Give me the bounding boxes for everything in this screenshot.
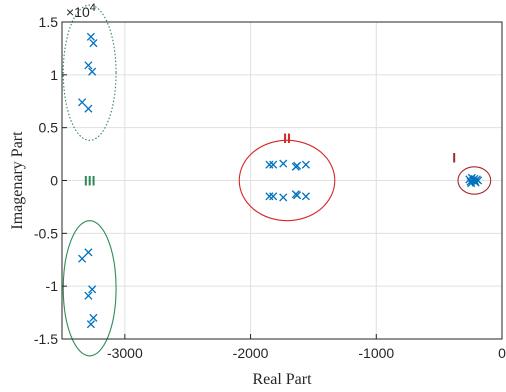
pole-marker (269, 192, 278, 201)
cluster-ellipse (238, 139, 336, 222)
y-axis-label: Imagenary Part (9, 131, 26, 230)
pole-marker-stroke (301, 192, 310, 201)
pole-marker (269, 160, 278, 169)
y-tick-label: 0.5 (39, 120, 59, 136)
region-layer (62, 4, 492, 357)
pole-marker (279, 159, 288, 168)
pole-marker (89, 313, 98, 322)
pole-marker (84, 291, 93, 300)
pole-marker (301, 160, 310, 169)
pole-marker-stroke (269, 160, 278, 169)
pole-marker (86, 32, 95, 41)
pole-marker-stroke (265, 160, 274, 169)
pole-marker (84, 61, 93, 70)
pole-marker-stroke (465, 175, 474, 184)
tick-layer: -3000 -2000 -1000 0 -1.5 -1 -0.5 0 0.5 1 1.5 (34, 14, 506, 361)
pole-marker (88, 285, 97, 294)
pole-marker (88, 67, 97, 76)
pole-marker (84, 248, 93, 257)
x-tick-label: -2000 (233, 345, 269, 361)
y-tick-label: 0 (50, 173, 58, 189)
pole-marker-stroke (86, 32, 95, 41)
pole-marker-stroke (84, 61, 93, 70)
y-tick-label: 1 (50, 67, 58, 83)
pole-marker (470, 176, 480, 186)
pole-marker (293, 161, 302, 170)
pole-marker-stroke (89, 39, 98, 48)
pole-marker (84, 104, 93, 113)
y-exponent-power: 4 (90, 2, 96, 14)
pole-marker-stroke (265, 192, 274, 201)
pole-marker (265, 192, 274, 201)
marker-layer (78, 32, 483, 329)
pole-marker-stroke (89, 313, 98, 322)
pole-marker (265, 160, 274, 169)
y-tick-label: 1.5 (39, 14, 59, 30)
pole-marker-stroke (293, 191, 302, 200)
pole-marker-stroke (293, 161, 302, 170)
pole-marker-stroke (78, 254, 87, 263)
y-tick-label: -1 (46, 278, 59, 294)
y-axis-exponent: ×104 (66, 2, 96, 20)
pole-marker-stroke (84, 104, 93, 113)
pole-marker (279, 193, 288, 202)
x-axis-label: Real Part (252, 371, 312, 388)
pole-marker-stroke (84, 291, 93, 300)
pole-marker (89, 39, 98, 48)
x-tick-label: 0 (498, 345, 506, 361)
pole-marker-stroke (88, 67, 97, 76)
pole-marker-stroke (86, 320, 95, 329)
pole-marker-stroke (279, 159, 288, 168)
pole-marker (78, 98, 87, 107)
cluster-ellipse (62, 220, 117, 357)
pole-marker-stroke (467, 179, 476, 188)
pole-marker (86, 320, 95, 329)
cluster-ellipse (62, 4, 117, 141)
grid-layer (62, 21, 503, 340)
pole-marker-stroke (470, 176, 480, 186)
cluster-ellipse (457, 166, 492, 195)
cluster-label: II (283, 130, 291, 146)
pole-marker (301, 192, 310, 201)
pole-marker-stroke (474, 176, 483, 185)
pole-marker (293, 191, 302, 200)
pole-marker (474, 176, 483, 185)
y-tick-label: -1.5 (34, 331, 58, 347)
pole-marker-stroke (84, 248, 93, 257)
pole-marker-stroke (88, 285, 97, 294)
y-tick-label: -0.5 (34, 225, 58, 241)
pole-marker-stroke (279, 193, 288, 202)
pole-marker-stroke (78, 98, 87, 107)
x-tick-label: -1000 (358, 345, 394, 361)
pole-marker-stroke (269, 192, 278, 201)
x-tick-label: -3000 (107, 345, 143, 361)
pole-marker (78, 254, 87, 263)
pole-marker-stroke (301, 160, 310, 169)
cluster-label: III (84, 173, 96, 189)
pole-marker (467, 179, 476, 188)
y-exponent-base: ×10 (66, 4, 90, 20)
cluster-label: I (452, 149, 456, 165)
